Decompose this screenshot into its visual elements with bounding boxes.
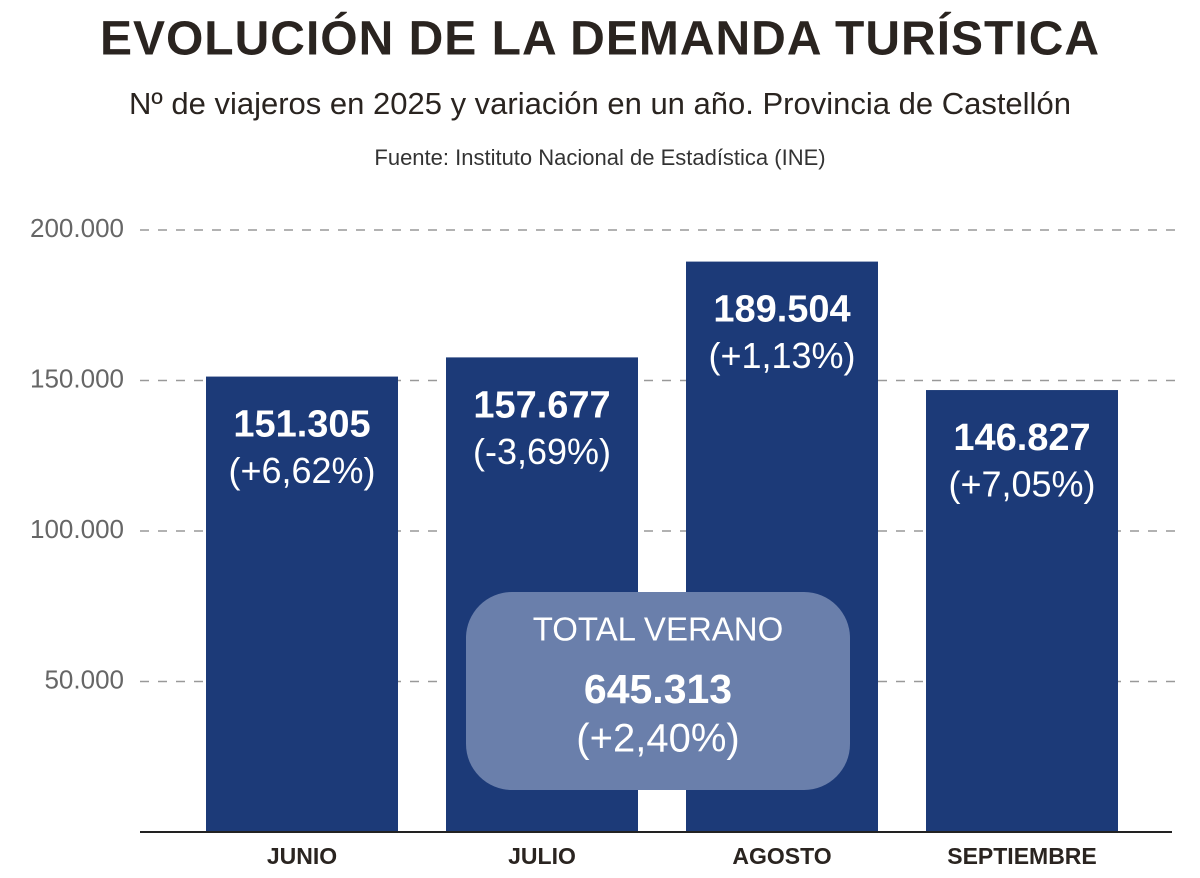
value-label: 189.504 bbox=[713, 289, 850, 331]
variation-label: (+1,13%) bbox=[708, 335, 855, 376]
total-label: TOTAL VERANO bbox=[533, 611, 784, 648]
x-tick-label: SEPTIEMBRE bbox=[947, 843, 1097, 869]
value-label: 146.827 bbox=[953, 417, 1090, 459]
source: Fuente: Instituto Nacional de Estadístic… bbox=[374, 145, 825, 170]
y-tick-label: 150.000 bbox=[30, 363, 124, 393]
value-label: 151.305 bbox=[233, 404, 370, 446]
chart-title: EVOLUCIÓN DE LA DEMANDA TURÍSTICA bbox=[100, 11, 1100, 66]
variation-label: (+7,05%) bbox=[948, 464, 1095, 505]
bar bbox=[206, 376, 398, 832]
total-value: 645.313 bbox=[584, 666, 732, 712]
bar bbox=[926, 390, 1118, 832]
chart-subtitle: Nº de viajeros en 2025 y variación en un… bbox=[129, 86, 1071, 121]
value-label: 157.677 bbox=[473, 384, 610, 426]
x-tick-label: JUNIO bbox=[267, 843, 337, 869]
variation-label: (+6,62%) bbox=[228, 450, 375, 491]
variation-label: (-3,69%) bbox=[473, 431, 611, 472]
x-tick-label: AGOSTO bbox=[732, 843, 831, 869]
total-box bbox=[466, 592, 850, 790]
y-tick-label: 200.000 bbox=[30, 213, 124, 243]
x-tick-label: JULIO bbox=[508, 843, 576, 869]
y-tick-label: 100.000 bbox=[30, 514, 124, 544]
y-tick-label: 50.000 bbox=[44, 664, 124, 694]
total-variation: (+2,40%) bbox=[576, 717, 739, 761]
